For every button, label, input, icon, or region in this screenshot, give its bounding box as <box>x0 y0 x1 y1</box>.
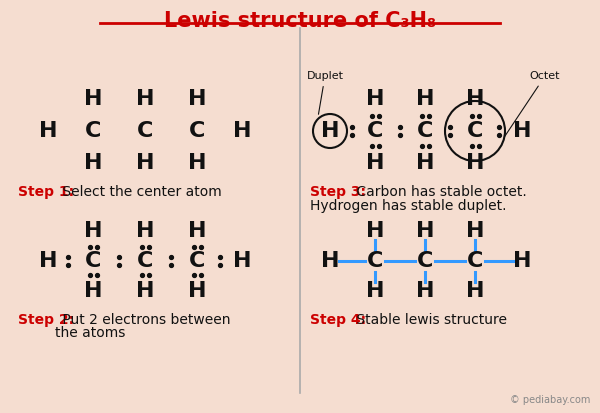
Text: H: H <box>466 221 484 241</box>
Text: C: C <box>417 251 433 271</box>
Text: Carbon has stable octet.: Carbon has stable octet. <box>352 185 527 199</box>
Text: H: H <box>416 281 434 301</box>
Text: C: C <box>189 121 205 141</box>
Text: C: C <box>367 251 383 271</box>
Text: Put 2 electrons between: Put 2 electrons between <box>58 313 230 327</box>
Text: H: H <box>84 89 102 109</box>
Text: H: H <box>321 251 339 271</box>
Text: H: H <box>188 281 206 301</box>
Text: H: H <box>39 251 57 271</box>
Text: H: H <box>39 121 57 141</box>
Text: H: H <box>416 89 434 109</box>
Text: C: C <box>467 251 483 271</box>
Text: Step 1:: Step 1: <box>18 185 74 199</box>
Text: C: C <box>85 121 101 141</box>
Text: H: H <box>233 251 251 271</box>
Text: Step 2:: Step 2: <box>18 313 74 327</box>
Text: Stable lewis structure: Stable lewis structure <box>352 313 507 327</box>
Text: Step 4:: Step 4: <box>310 313 366 327</box>
Text: H: H <box>366 153 384 173</box>
Text: H: H <box>513 121 531 141</box>
Text: the atoms: the atoms <box>55 326 125 340</box>
Text: C: C <box>85 251 101 271</box>
Text: H: H <box>84 153 102 173</box>
Text: C: C <box>189 251 205 271</box>
Text: C: C <box>367 121 383 141</box>
Text: H: H <box>366 221 384 241</box>
Text: H: H <box>321 121 339 141</box>
Text: H: H <box>466 153 484 173</box>
Text: C: C <box>137 121 153 141</box>
Text: H: H <box>366 89 384 109</box>
Text: Octet: Octet <box>505 71 560 137</box>
Text: H: H <box>416 153 434 173</box>
Text: H: H <box>84 221 102 241</box>
Text: C: C <box>417 121 433 141</box>
Text: H: H <box>136 281 154 301</box>
Text: H: H <box>466 89 484 109</box>
Text: H: H <box>233 121 251 141</box>
Text: H: H <box>136 221 154 241</box>
Text: H: H <box>188 221 206 241</box>
Text: C: C <box>137 251 153 271</box>
Text: H: H <box>136 153 154 173</box>
Text: Hydrogen has stable duplet.: Hydrogen has stable duplet. <box>310 199 506 213</box>
Text: Select the center atom: Select the center atom <box>58 185 222 199</box>
Text: Step 3:: Step 3: <box>310 185 366 199</box>
Text: H: H <box>466 281 484 301</box>
Text: C: C <box>467 121 483 141</box>
Text: © pediabay.com: © pediabay.com <box>509 395 590 405</box>
Text: H: H <box>188 153 206 173</box>
Text: H: H <box>84 281 102 301</box>
Text: H: H <box>416 221 434 241</box>
Text: Duplet: Duplet <box>307 71 343 114</box>
Text: H: H <box>513 251 531 271</box>
Text: H: H <box>136 89 154 109</box>
Text: Lewis structure of C₃H₈: Lewis structure of C₃H₈ <box>164 11 436 31</box>
Text: H: H <box>188 89 206 109</box>
Text: H: H <box>366 281 384 301</box>
